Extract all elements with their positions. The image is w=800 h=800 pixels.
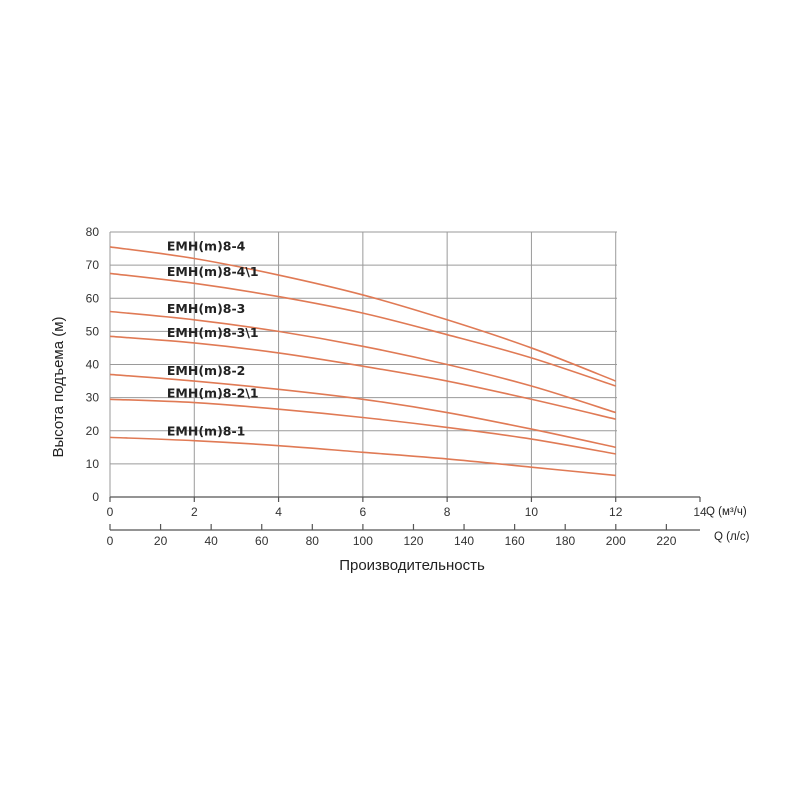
curve-line <box>109 272 616 387</box>
x-axis-primary-label: Q (м³/ч) <box>706 506 747 518</box>
y-tick-label: 60 <box>86 291 100 305</box>
curve-line <box>109 335 616 420</box>
y-tick-label: 50 <box>86 324 100 338</box>
x2-tick-label: 20 <box>154 534 168 548</box>
x2-tick-label: 120 <box>403 534 423 548</box>
y-tick-label: 80 <box>86 225 100 239</box>
x2-tick-label: 200 <box>606 534 626 548</box>
x2-tick-label: 220 <box>656 534 676 548</box>
x-tick-label: 14 <box>693 505 707 519</box>
x-tick-label: 6 <box>360 505 367 519</box>
x2-tick-label: 180 <box>555 534 575 548</box>
x2-tick-label: 60 <box>255 534 269 548</box>
curve-label: EMH(m)8-4 <box>167 239 246 254</box>
y-tick-label: 10 <box>86 457 100 471</box>
x2-tick-label: 100 <box>353 534 373 548</box>
x-tick-label: 10 <box>525 505 539 519</box>
x-tick-label: 0 <box>107 505 114 519</box>
x2-tick-label: 40 <box>204 534 218 548</box>
curve-line <box>109 398 616 455</box>
curve-line <box>109 373 616 449</box>
curve-label: EMH(m)8-2\1 <box>167 386 259 401</box>
y-tick-label: 40 <box>86 358 100 372</box>
y-tick-label: 30 <box>86 391 100 405</box>
x-tick-label: 8 <box>444 505 451 519</box>
x-axis-title: Производительность <box>339 557 485 574</box>
curve-line <box>109 436 616 477</box>
curves <box>109 246 617 477</box>
x-tick-label: 12 <box>609 505 623 519</box>
curve-label: EMH(m)8-3\1 <box>167 325 259 340</box>
x-axis-secondary-label: Q (л/с) <box>714 531 750 543</box>
x2-tick-label: 140 <box>454 534 474 548</box>
curve-label: EMH(m)8-4\1 <box>167 264 259 279</box>
y-axis-title: Высота подъема (м) <box>50 316 67 457</box>
x2-tick-label: 160 <box>505 534 525 548</box>
x-tick-label: 2 <box>191 505 198 519</box>
curve-labels: EMH(m)8-4 EMH(m)8-4\1 EMH(m)8-3 EMH(m)8-3\1… <box>167 239 259 439</box>
curve-line <box>109 246 617 382</box>
x-tick-label: 4 <box>275 505 282 519</box>
curve-label: EMH(m)8-3 <box>167 301 245 316</box>
curve-label: EMH(m)8-1 <box>167 424 245 439</box>
y-tick-label: 20 <box>86 424 100 438</box>
y-tick-label: 70 <box>86 258 100 272</box>
y-tick-label: 0 <box>92 490 99 504</box>
curve-label: EMH(m)8-2 <box>167 363 245 378</box>
x2-tick-label: 80 <box>306 534 320 548</box>
x2-tick-label: 0 <box>107 534 114 548</box>
curve-line <box>109 310 616 414</box>
